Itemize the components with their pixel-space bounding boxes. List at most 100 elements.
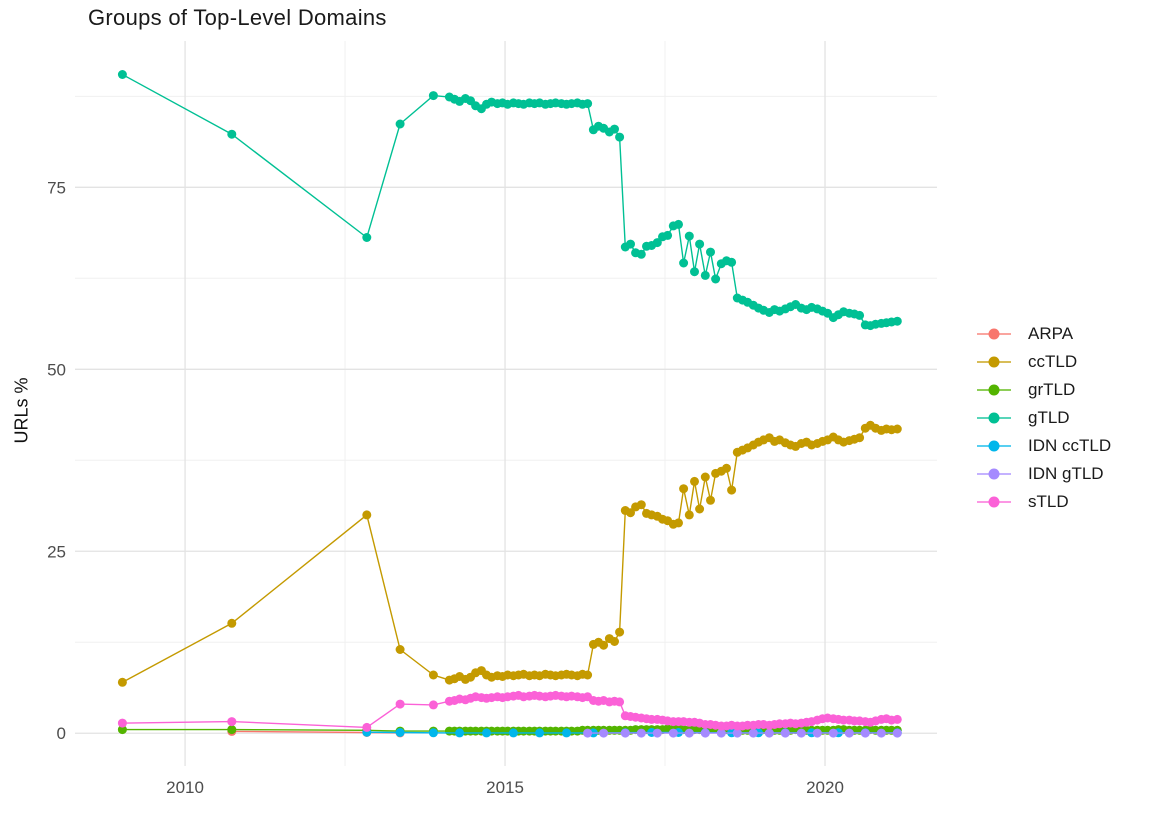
legend-key-point <box>988 440 1000 452</box>
series-gTLD-point <box>583 99 593 109</box>
series-IDN-gTLD-point <box>684 728 694 738</box>
series-sTLD-point <box>117 718 127 728</box>
series-ccTLD-point <box>690 476 699 486</box>
series-IDN-ccTLD-point <box>455 728 465 738</box>
series-IDN-gTLD-point <box>764 728 774 738</box>
series-ccTLD-point <box>117 677 127 687</box>
series-gTLD-point <box>652 238 662 248</box>
legend-key-icon <box>977 412 1011 424</box>
series-IDN-gTLD-point <box>876 728 886 738</box>
series-gTLD-point <box>362 233 372 242</box>
legend-key-point <box>988 496 1000 508</box>
series-ccTLD-point <box>684 510 694 520</box>
series-ccTLD-point <box>679 484 689 494</box>
y-tick-label: 75 <box>47 178 66 197</box>
series-gTLD-point <box>117 70 127 79</box>
legend-label: grTLD <box>1028 380 1076 399</box>
series-ccTLD <box>117 420 902 687</box>
series-ccTLD-line <box>122 424 898 683</box>
series-ccTLD-point <box>855 433 865 443</box>
y-axis-title: URLs % <box>11 377 32 444</box>
series-IDN-gTLD-point <box>828 728 838 738</box>
legend-label: ARPA <box>1028 324 1074 343</box>
legend-item-grTLD: grTLD <box>976 376 1111 404</box>
series-gTLD-point <box>610 124 619 134</box>
series-IDN-ccTLD-point <box>508 728 518 738</box>
series-IDN-ccTLD-point <box>395 728 405 737</box>
series-gTLD-point <box>626 239 635 249</box>
legend-key-point <box>988 468 1000 480</box>
chart-title: Groups of Top-Level Domains <box>88 5 387 30</box>
series-gTLD-point <box>706 247 715 257</box>
y-tick-label: 25 <box>47 542 66 561</box>
series-gTLD-point <box>855 310 865 320</box>
series-IDN-gTLD-point <box>748 728 758 738</box>
legend-key-icon <box>977 356 1011 368</box>
series-gTLD-point <box>428 91 438 101</box>
legend-key-icon <box>977 440 1011 452</box>
series-IDN-ccTLD-point <box>562 728 571 738</box>
series-sTLD-point <box>892 714 902 724</box>
legend-label: IDN gTLD <box>1028 464 1104 483</box>
legend-item-ARPA: ARPA <box>976 320 1111 348</box>
series-ccTLD-point <box>428 670 438 680</box>
legend-label: gTLD <box>1028 408 1070 427</box>
series-gTLD-point <box>615 132 625 142</box>
series-gTLD-point <box>892 316 902 326</box>
series-IDN-gTLD-point <box>844 728 854 738</box>
series-gTLD-point <box>690 267 699 277</box>
y-tick-label: 0 <box>57 724 66 743</box>
series-sTLD-point <box>227 717 237 727</box>
series-gTLD-point <box>700 270 710 280</box>
series-ccTLD-point <box>395 645 405 654</box>
series-grTLD-point <box>117 725 127 735</box>
legend-key-icon <box>977 384 1011 396</box>
series-IDN-gTLD-point <box>796 728 806 738</box>
series-IDN-gTLD-point <box>583 728 593 738</box>
series-IDN-ccTLD-point <box>535 728 545 738</box>
legend-item-sTLD: sTLD <box>976 488 1111 516</box>
series-IDN-gTLD-point <box>599 728 609 738</box>
series-sTLD-point <box>362 722 372 732</box>
series-IDN-ccTLD-point <box>428 728 438 738</box>
series-gTLD-point <box>636 249 646 259</box>
series-IDN-gTLD-point <box>668 728 678 738</box>
series-gTLD-point <box>684 231 694 241</box>
series-ccTLD-point <box>610 637 619 646</box>
legend-key-icon <box>977 496 1011 508</box>
series-gTLD-point <box>679 258 689 268</box>
series-IDN-gTLD-point <box>652 728 662 738</box>
legend: ARPA ccTLD grTLD gTLD IDN ccTLD IDN gTLD sTLD <box>976 320 1111 516</box>
series-ccTLD-point <box>583 670 593 680</box>
series-IDN-gTLD <box>583 728 902 738</box>
series-IDN-gTLD-point <box>892 728 902 738</box>
series-ccTLD-point <box>362 510 372 520</box>
legend-item-IDN-gTLD: IDN gTLD <box>976 460 1111 488</box>
series-IDN-gTLD-point <box>620 728 630 738</box>
x-tick-label: 2010 <box>166 778 204 797</box>
series-ccTLD-point <box>626 508 635 518</box>
legend-label: ccTLD <box>1028 352 1078 371</box>
x-tick-label: 2020 <box>806 778 844 797</box>
series-sTLD-point <box>428 700 438 710</box>
series-ccTLD-point <box>615 627 625 637</box>
series-IDN-gTLD-point <box>860 728 870 738</box>
legend-key-point <box>988 412 1000 424</box>
series-gTLD-point <box>711 274 721 284</box>
series-IDN-gTLD-point <box>700 728 710 738</box>
legend-label: sTLD <box>1028 492 1069 511</box>
legend-label: IDN ccTLD <box>1028 436 1112 455</box>
legend-key-point <box>988 328 1000 340</box>
series-gTLD-point <box>663 230 673 240</box>
series-sTLD-point <box>615 697 625 707</box>
series-gTLD <box>117 70 902 331</box>
legend-key-icon <box>977 468 1011 480</box>
series-ccTLD-point <box>227 618 237 628</box>
legend-item-IDN-ccTLD: IDN ccTLD <box>976 432 1111 460</box>
series-ccTLD-point <box>722 463 731 473</box>
y-tick-label: 50 <box>47 360 66 379</box>
series-IDN-gTLD-point <box>780 728 790 738</box>
series-sTLD-point <box>395 699 405 709</box>
